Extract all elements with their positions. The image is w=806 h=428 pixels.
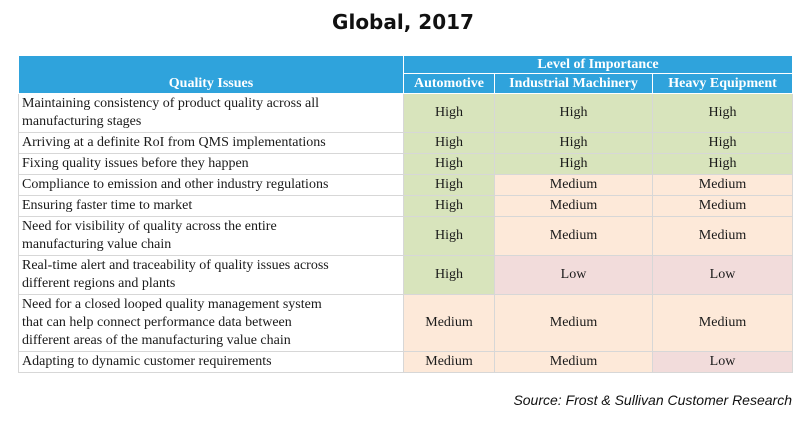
importance-cell: High: [651, 132, 794, 154]
importance-cell: Medium: [494, 216, 653, 256]
importance-cell: Medium: [651, 294, 794, 352]
issue-cell: Need for a closed looped quality managem…: [18, 294, 404, 352]
importance-cell: High: [403, 153, 495, 175]
issue-cell: Fixing quality issues before they happen: [18, 153, 404, 175]
issue-line: Compliance to emission and other industr…: [22, 177, 329, 192]
issue-line: Need for visibility of quality across th…: [22, 219, 277, 234]
table-body: Maintaining consistency of product quali…: [18, 93, 794, 373]
importance-cell: Medium: [494, 351, 653, 373]
importance-cell: Medium: [403, 294, 495, 352]
importance-cell: Medium: [651, 216, 794, 256]
issue-line: Maintaining consistency of product quali…: [22, 96, 320, 111]
issue-line: Ensuring faster time to market: [22, 198, 193, 213]
importance-cell: High: [403, 93, 495, 133]
issue-cell: Adapting to dynamic customer requirement…: [18, 351, 404, 373]
issue-cell: Maintaining consistency of product quali…: [18, 93, 404, 133]
importance-cell: High: [494, 93, 653, 133]
table-row: Compliance to emission and other industr…: [18, 174, 794, 196]
importance-cell: High: [403, 216, 495, 256]
importance-cell: High: [403, 132, 495, 154]
table-row: Real-time alert and traceability of qual…: [18, 255, 794, 295]
quality-issues-header: Quality Issues: [18, 55, 404, 94]
importance-cell: Low: [651, 255, 794, 295]
issue-line: Adapting to dynamic customer requirement…: [22, 354, 272, 369]
issue-line: different areas of the manufacturing val…: [22, 333, 291, 348]
issue-line: Real-time alert and traceability of qual…: [22, 258, 329, 273]
importance-cell: Medium: [651, 174, 794, 196]
issue-line: different regions and plants: [22, 276, 176, 291]
importance-cell: Low: [494, 255, 653, 295]
importance-cell: High: [403, 195, 495, 217]
importance-cell: Medium: [494, 294, 653, 352]
importance-cell: High: [651, 93, 794, 133]
issue-line: manufacturing value chain: [22, 237, 172, 252]
importance-cell: High: [403, 255, 495, 295]
issue-cell: Arriving at a definite RoI from QMS impl…: [18, 132, 404, 154]
importance-cell: High: [494, 153, 653, 175]
column-header: Industrial Machinery: [494, 73, 653, 94]
issue-line: that can help connect performance data b…: [22, 315, 292, 330]
page-title: Global, 2017: [332, 10, 474, 34]
issue-cell: Need for visibility of quality across th…: [18, 216, 404, 256]
issue-line: manufacturing stages: [22, 114, 142, 129]
issue-line: Arriving at a definite RoI from QMS impl…: [22, 135, 326, 150]
column-header: Heavy Equipment: [651, 73, 794, 94]
table-row: Fixing quality issues before they happen…: [18, 153, 794, 175]
table-row: Ensuring faster time to market High Medium…: [18, 195, 794, 217]
importance-cell: High: [651, 153, 794, 175]
table-row: Need for visibility of quality across th…: [18, 216, 794, 256]
importance-cell: Medium: [403, 351, 495, 373]
importance-cell: Medium: [494, 174, 653, 196]
importance-cell: High: [403, 174, 495, 196]
source-note: Source: Frost & Sullivan Customer Resear…: [513, 392, 792, 408]
issue-cell: Ensuring faster time to market: [18, 195, 404, 217]
issue-cell: Real-time alert and traceability of qual…: [18, 255, 404, 295]
table-row: Need for a closed looped quality managem…: [18, 294, 794, 352]
table-row: Maintaining consistency of product quali…: [18, 93, 794, 133]
issue-cell: Compliance to emission and other industr…: [18, 174, 404, 196]
table-row: Adapting to dynamic customer requirement…: [18, 351, 794, 373]
issue-line: Fixing quality issues before they happen: [22, 156, 249, 171]
level-of-importance-header: Level of Importance: [402, 55, 794, 74]
importance-cell: Medium: [494, 195, 653, 217]
importance-cell: Low: [651, 351, 794, 373]
quality-issues-table: Quality Issues Level of Importance Autom…: [18, 55, 794, 373]
table-row: Arriving at a definite RoI from QMS impl…: [18, 132, 794, 154]
importance-cell: High: [494, 132, 653, 154]
importance-cell: Medium: [651, 195, 794, 217]
column-header: Automotive: [403, 73, 495, 94]
issue-line: Need for a closed looped quality managem…: [22, 297, 322, 312]
